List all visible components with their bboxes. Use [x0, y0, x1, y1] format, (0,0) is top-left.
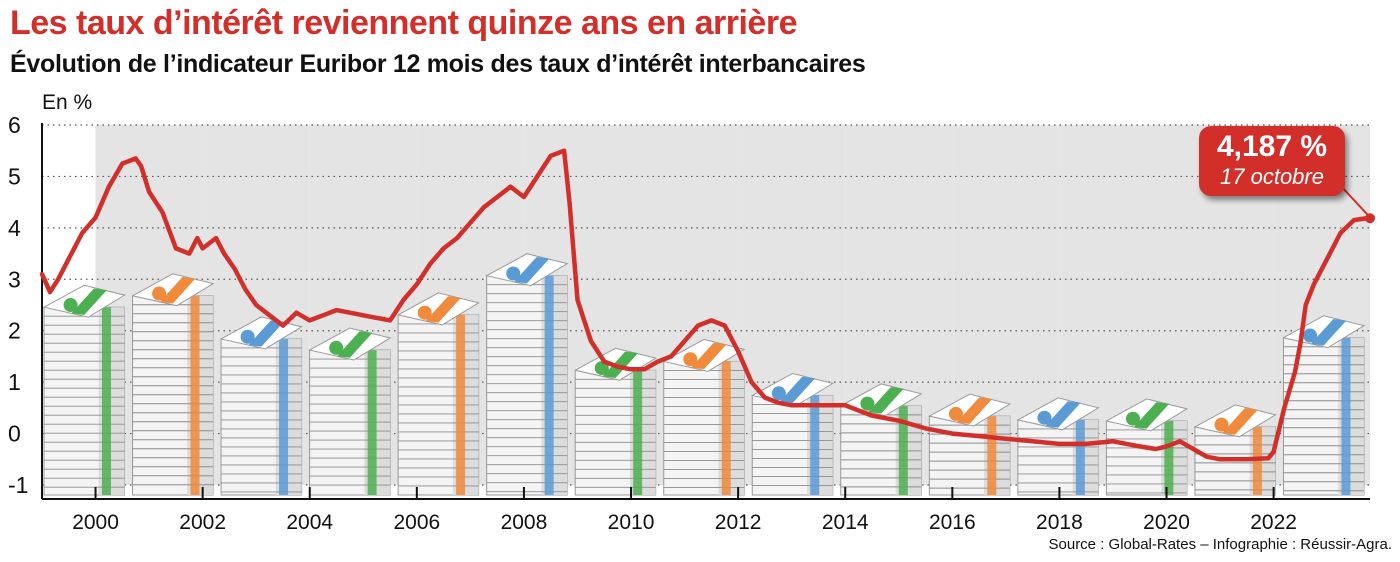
stack-band: [1341, 337, 1351, 495]
banknote-stack-icon: [927, 393, 1012, 496]
stack-top-band: [71, 288, 107, 315]
stack-band: [544, 275, 554, 495]
stack-band: [190, 295, 200, 495]
euro-symbol-icon: [771, 386, 786, 401]
banknote-stack-icon: [396, 292, 480, 496]
euro-symbol-icon: [683, 352, 698, 367]
banknote-stack-icon: [839, 383, 923, 496]
stack-top-band: [159, 277, 196, 304]
euro-symbol-icon: [63, 298, 78, 313]
callout-pointer: [1339, 184, 1369, 216]
y-tick-label: 3: [8, 266, 21, 292]
series-layer: [39, 148, 1375, 462]
stack-top-band: [336, 331, 373, 358]
banknote-stack-icon: [42, 284, 126, 496]
stack-band: [1075, 419, 1085, 495]
euro-symbol-icon: [1214, 417, 1229, 432]
stack-top-band: [248, 320, 284, 347]
callout-value: 4,187 %: [1216, 130, 1328, 163]
banknote-stack-icon: [131, 273, 215, 496]
x-tick-label: 2006: [393, 511, 440, 534]
stack-band: [1164, 420, 1174, 495]
latest-value-callout: 4,187 % 17 octobre: [1199, 126, 1345, 196]
x-tick-label: 2004: [286, 511, 333, 534]
stack-band: [101, 307, 111, 495]
y-tick-label: 5: [8, 163, 21, 189]
callout-date: 17 octobre: [1220, 164, 1324, 189]
x-tick-label: 2012: [715, 511, 762, 534]
stack-top-band: [1045, 401, 1081, 428]
stack-top-band: [1133, 402, 1170, 429]
source-credit: Source : Global-Rates – Infographie : Ré…: [1048, 536, 1393, 553]
stack-band: [456, 314, 466, 495]
y-axis-label: En %: [42, 91, 93, 114]
stack-top-band: [1222, 408, 1258, 435]
stack-band: [987, 416, 997, 495]
y-tick-label: 0: [8, 421, 21, 447]
x-tick-label: 2022: [1250, 511, 1297, 534]
banknote-stack-icon: [750, 372, 835, 496]
stack-band: [721, 361, 731, 495]
stack-band: [810, 395, 820, 495]
y-tick-label: 4: [8, 215, 21, 241]
euro-symbol-icon: [240, 329, 255, 344]
euro-symbol-icon: [1125, 411, 1140, 426]
latest-point: [1365, 213, 1375, 224]
stack-top-band: [514, 257, 550, 284]
stack-top-band: [868, 387, 904, 414]
stack-band: [367, 350, 377, 495]
y-tick-label: 1: [8, 369, 21, 395]
x-tick-label: 2008: [501, 511, 548, 534]
banknote-stack-icon: [485, 253, 569, 496]
stack-band: [898, 405, 908, 495]
euro-symbol-icon: [594, 361, 609, 376]
stack-top-band: [956, 397, 993, 424]
stack-top-band: [1310, 319, 1347, 346]
euribor-line: [39, 148, 1370, 462]
y-tick-label: -1: [8, 472, 28, 498]
x-tick-label: 2010: [608, 511, 655, 534]
x-tick-label: 2014: [822, 511, 869, 534]
chart-title: Les taux d’intérêt reviennent quinze ans…: [10, 4, 797, 42]
x-tick-label: 2000: [72, 511, 119, 534]
banknote-stack-icon: [1282, 315, 1366, 496]
banknote-stack-icon: [1016, 397, 1100, 496]
euro-symbol-icon: [948, 406, 963, 421]
stack-top-band: [779, 376, 816, 404]
x-tick-label: 2002: [179, 511, 226, 534]
banknote-stack-icon: [662, 338, 746, 496]
stack-band: [279, 338, 289, 495]
euro-symbol-icon: [506, 266, 521, 281]
chart-subtitle: Évolution de l’indicateur Euribor 12 moi…: [10, 50, 866, 78]
x-tick-label: 2016: [929, 511, 976, 534]
euro-symbol-icon: [1303, 328, 1318, 343]
stack-top-band: [602, 351, 639, 378]
euro-symbol-icon: [329, 340, 344, 355]
x-tick-label: 2020: [1143, 511, 1190, 534]
x-tick-label: 2018: [1036, 511, 1083, 534]
stack-top-band: [425, 296, 461, 323]
axes: -1 0 1 2 3 4 5 6 2000 2002 2004 2006 2008 2010 2012 201…: [8, 112, 1370, 534]
y-tick-label: 6: [8, 112, 21, 138]
stack-top-band: [691, 342, 727, 370]
stack-band: [633, 370, 643, 495]
euro-symbol-icon: [860, 396, 875, 411]
y-tick-label: 2: [8, 318, 21, 344]
euro-symbol-icon: [417, 305, 432, 320]
euro-symbol-icon: [152, 286, 167, 301]
banknote-stack-icon: [1104, 398, 1189, 496]
euro-symbol-icon: [1037, 410, 1052, 425]
banknote-stacks: [42, 253, 1366, 496]
banknote-stack-icon: [308, 327, 392, 496]
banknote-stack-icon: [219, 316, 303, 496]
